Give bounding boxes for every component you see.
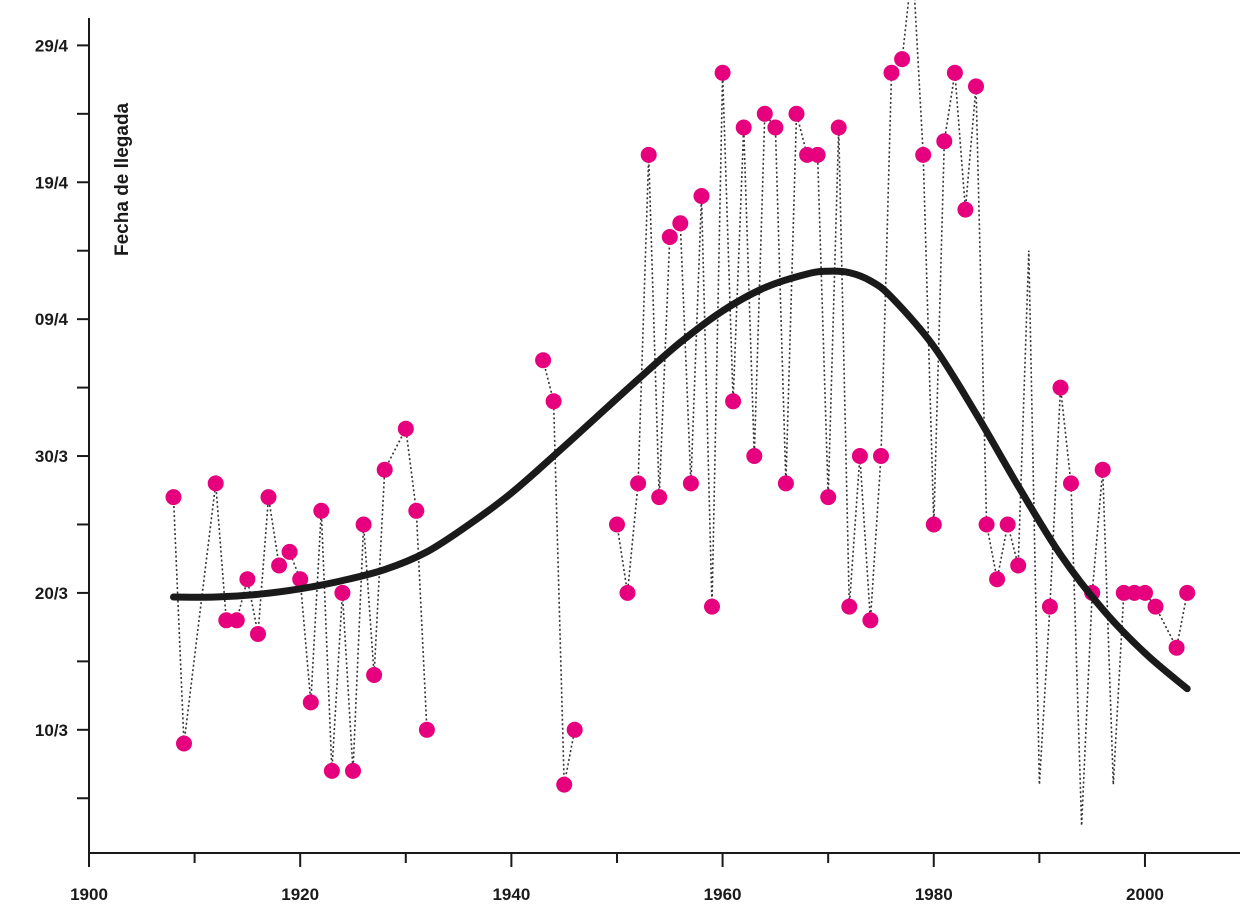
data-point xyxy=(968,78,984,95)
data-point xyxy=(873,448,889,464)
ticks xyxy=(77,44,1146,867)
data-point xyxy=(640,146,657,163)
data-points xyxy=(165,51,1196,793)
data-point xyxy=(682,475,699,492)
tick-labels: 1900 1920 1940 1960 1980 2000 10/3 20/3 30/3 09/4… xyxy=(35,36,1164,904)
x-tick-label: 2000 xyxy=(1126,885,1164,904)
data-point xyxy=(397,420,414,437)
data-point xyxy=(323,762,340,779)
data-point xyxy=(1063,475,1079,492)
x-tick-label: 1900 xyxy=(70,885,108,904)
data-point xyxy=(735,119,752,136)
data-point xyxy=(777,475,794,492)
data-point xyxy=(1168,639,1185,656)
data-point xyxy=(250,626,266,642)
data-point xyxy=(746,448,763,464)
data-point xyxy=(207,475,224,492)
x-tick-label: 1920 xyxy=(281,885,319,904)
connector-path xyxy=(172,0,1188,826)
data-point xyxy=(366,667,383,683)
data-point xyxy=(925,516,942,533)
data-point xyxy=(630,475,647,492)
data-point xyxy=(1147,598,1164,615)
data-point xyxy=(165,489,182,506)
data-point xyxy=(862,612,879,629)
connector-lines xyxy=(172,0,1188,826)
data-point xyxy=(609,516,625,533)
data-point xyxy=(345,762,361,779)
data-point xyxy=(355,516,372,533)
data-point xyxy=(228,612,245,629)
data-point xyxy=(820,489,837,506)
y-tick-label: 10/3 xyxy=(35,721,68,740)
data-point xyxy=(535,352,552,369)
data-point xyxy=(1052,379,1069,396)
data-point xyxy=(651,489,668,506)
data-point xyxy=(841,598,858,615)
data-point xyxy=(883,64,900,81)
data-point xyxy=(313,502,330,519)
data-point xyxy=(260,489,277,506)
data-point xyxy=(281,543,298,560)
data-point xyxy=(693,188,710,204)
data-point xyxy=(545,393,562,410)
data-point xyxy=(704,598,720,615)
data-point xyxy=(292,571,309,588)
trend-path xyxy=(170,267,1191,693)
x-tick-label: 1980 xyxy=(915,885,953,904)
data-point xyxy=(239,571,256,588)
x-tick-label: 1940 xyxy=(492,885,530,904)
data-point xyxy=(936,133,953,150)
y-tick-label: 19/4 xyxy=(35,173,69,192)
data-point xyxy=(566,721,583,738)
data-point xyxy=(830,119,847,136)
data-point xyxy=(915,146,932,163)
data-point xyxy=(894,51,911,68)
y-axis-title: Fecha de llegada xyxy=(112,102,133,256)
data-point xyxy=(767,119,784,136)
data-point xyxy=(788,105,805,122)
data-point xyxy=(1137,584,1153,601)
trend-line xyxy=(170,267,1191,693)
data-point xyxy=(176,735,192,752)
data-point xyxy=(946,64,963,81)
data-point xyxy=(376,461,393,478)
data-point xyxy=(271,557,288,574)
data-point xyxy=(999,516,1016,533)
data-point xyxy=(989,571,1006,588)
data-point xyxy=(725,393,742,410)
data-point xyxy=(714,64,731,81)
data-point xyxy=(851,448,868,464)
data-point xyxy=(661,229,678,245)
data-point xyxy=(1041,598,1058,615)
y-tick-label: 30/3 xyxy=(35,447,68,466)
data-point xyxy=(756,105,773,122)
data-point xyxy=(408,502,425,519)
data-point xyxy=(334,584,351,601)
data-point xyxy=(1094,461,1111,478)
y-tick-label: 29/4 xyxy=(35,36,69,55)
data-point xyxy=(978,516,995,533)
data-point xyxy=(1010,557,1027,574)
x-tick-label: 1960 xyxy=(704,885,742,904)
data-point xyxy=(302,694,319,711)
data-point xyxy=(809,146,826,163)
y-tick-label: 09/4 xyxy=(35,310,69,329)
data-point xyxy=(556,776,573,793)
data-point xyxy=(1179,584,1196,601)
y-tick-label: 20/3 xyxy=(35,584,68,603)
axes xyxy=(88,18,1240,854)
data-point xyxy=(672,215,689,232)
data-point xyxy=(957,201,974,218)
data-point xyxy=(619,584,636,601)
data-point xyxy=(418,721,435,738)
